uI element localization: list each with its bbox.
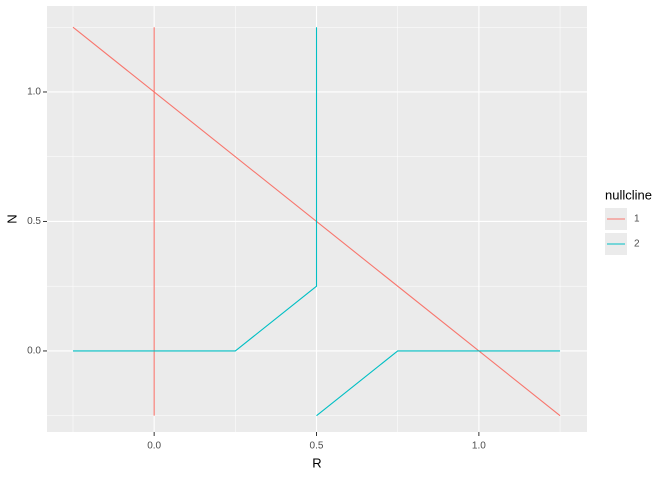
x-axis-label: R <box>312 455 321 470</box>
x-tick-label: 1.0 <box>472 441 486 452</box>
legend-title: nullcline <box>605 187 652 202</box>
y-tick-label: 0.0 <box>27 346 41 357</box>
legend-label: 2 <box>634 239 640 250</box>
legend-label: 1 <box>634 214 640 225</box>
y-axis-label: N <box>4 214 19 223</box>
x-tick-label: 0.5 <box>310 441 324 452</box>
nullcline-line <box>72 27 318 352</box>
y-tick-label: 0.5 <box>27 216 41 227</box>
y-tick-label: 1.0 <box>27 87 41 98</box>
x-tick-label: 0.0 <box>147 441 161 452</box>
nullcline-line <box>316 350 561 417</box>
